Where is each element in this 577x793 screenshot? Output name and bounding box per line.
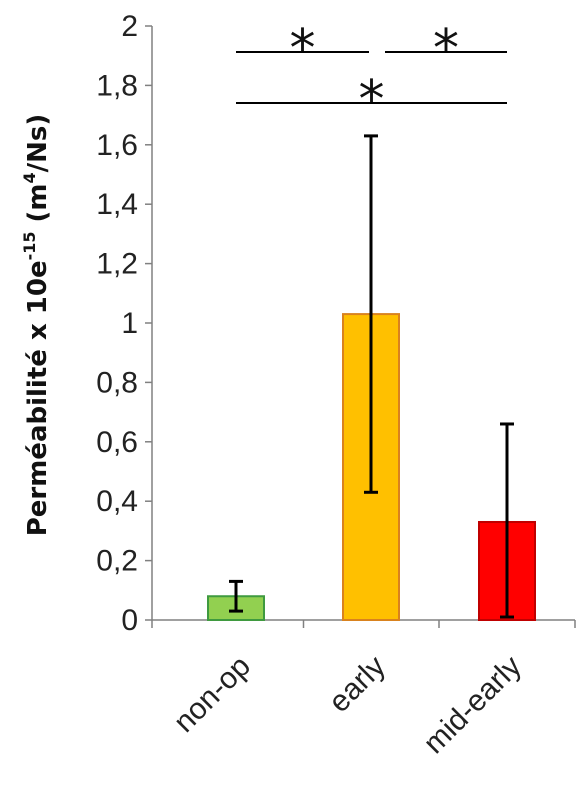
y-tick-label: 1,2 (96, 248, 138, 281)
y-tick-label: 1 (121, 307, 138, 340)
plot-area: 0 0,2 0,4 0,6 0,8 1 1,2 1,4 1,6 1,8 2 non-op early mi… (96, 10, 576, 761)
y-axis-title-text: Perméabilité x 10e-15 (m4/Ns) (20, 114, 53, 537)
significance-early-mid-early: * (385, 19, 507, 79)
y-axis-title: Perméabilité x 10e-15 (m4/Ns) (20, 114, 53, 537)
x-category-label: non-op (168, 650, 257, 739)
error-bar-non-op (229, 579, 243, 613)
error-bar-mid-early (500, 422, 514, 619)
y-tick-label: 0,6 (96, 426, 138, 459)
y-axis-title-unit-exponent: 4 (20, 172, 39, 183)
y-tick-label: 2 (121, 10, 138, 43)
y-axis-title-unit-open: (m (23, 183, 53, 231)
x-category-label: mid-early (417, 650, 528, 761)
y-tick-label: 0 (121, 604, 138, 637)
x-category-label: early (323, 650, 392, 719)
error-bar-early (364, 134, 378, 494)
y-tick-label: 1,4 (96, 188, 138, 221)
significance-non-op-mid-early: * (236, 70, 507, 130)
y-axis-title-main: Perméabilité x 10e (23, 260, 53, 536)
y-tick-label: 0,8 (96, 366, 138, 399)
significance-star: * (359, 70, 385, 130)
significance-non-op-early: * (236, 19, 369, 79)
y-tick-label: 1,8 (96, 69, 138, 102)
y-tick-label: 0,2 (96, 545, 138, 578)
significance-star: * (290, 19, 316, 79)
y-tick-label: 0,4 (96, 485, 138, 518)
y-axis-title-unit-close: /Ns) (23, 114, 53, 173)
significance-star: * (433, 19, 459, 79)
y-tick-label: 1,6 (96, 129, 138, 162)
y-axis-title-exponent: -15 (20, 232, 39, 261)
